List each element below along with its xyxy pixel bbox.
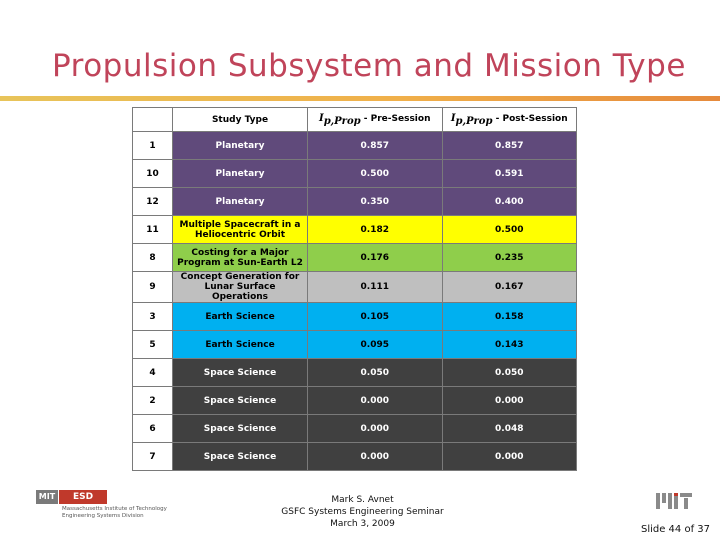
table-row: 12 Planetary 0.350 0.400 bbox=[132, 187, 577, 216]
study-type-cell: Multiple Spacecraft in a Heliocentric Or… bbox=[172, 215, 308, 244]
study-table: Study Type Ip,Prop - Pre-Session Ip,Prop… bbox=[132, 107, 577, 471]
pre-session-cell: 0.000 bbox=[307, 386, 443, 415]
post-session-cell: 0.000 bbox=[441, 386, 577, 415]
header-blank bbox=[132, 107, 173, 132]
slide-number: Slide 44 of 37 bbox=[640, 524, 710, 535]
row-number-cell: 12 bbox=[132, 187, 173, 216]
post-session-cell: 0.158 bbox=[441, 302, 577, 331]
pre-session-cell: 0.182 bbox=[307, 215, 443, 244]
footer-author: Mark S. Avnet bbox=[331, 495, 394, 505]
study-type-cell: Costing for a Major Program at Sun-Earth… bbox=[172, 243, 308, 272]
row-number-cell: 3 bbox=[132, 302, 173, 331]
study-type-cell: Earth Science bbox=[172, 302, 308, 331]
title-divider bbox=[0, 96, 720, 101]
post-session-cell: 0.857 bbox=[441, 131, 577, 160]
post-session-cell: 0.000 bbox=[441, 442, 577, 471]
header-pre-session: Ip,Prop - Pre-Session bbox=[307, 107, 443, 132]
study-type-cell: Planetary bbox=[172, 159, 308, 188]
study-type-cell: Concept Generation for Lunar Surface Ope… bbox=[172, 271, 308, 303]
pre-session-cell: 0.105 bbox=[307, 302, 443, 331]
post-session-cell: 0.235 bbox=[441, 243, 577, 272]
row-number-cell: 5 bbox=[132, 330, 173, 359]
pre-session-cell: 0.111 bbox=[307, 271, 443, 303]
pre-suffix: - Pre-Session bbox=[360, 113, 431, 124]
pre-session-cell: 0.050 bbox=[307, 358, 443, 387]
study-type-cell: Space Science bbox=[172, 386, 308, 415]
table-row: 7 Space Science 0.000 0.000 bbox=[132, 442, 577, 471]
logo-esd-mark: ESD bbox=[59, 490, 107, 504]
table-row: 5 Earth Science 0.095 0.143 bbox=[132, 330, 577, 359]
pre-session-cell: 0.176 bbox=[307, 243, 443, 272]
table-row: 3 Earth Science 0.105 0.158 bbox=[132, 302, 577, 331]
row-number-cell: 7 bbox=[132, 442, 173, 471]
table-header-row: Study Type Ip,Prop - Pre-Session Ip,Prop… bbox=[132, 107, 577, 132]
row-number-cell: 6 bbox=[132, 414, 173, 443]
row-number-cell: 10 bbox=[132, 159, 173, 188]
post-session-cell: 0.167 bbox=[441, 271, 577, 303]
pre-symbol: I bbox=[319, 112, 324, 124]
row-number-cell: 9 bbox=[132, 271, 173, 303]
table-row: 1 Planetary 0.857 0.857 bbox=[132, 131, 577, 160]
pre-session-cell: 0.857 bbox=[307, 131, 443, 160]
pre-session-cell: 0.000 bbox=[307, 442, 443, 471]
row-number-cell: 1 bbox=[132, 131, 173, 160]
table-row: 11 Multiple Spacecraft in a Heliocentric … bbox=[132, 215, 577, 244]
post-symbol: I bbox=[450, 112, 456, 124]
post-session-cell: 0.143 bbox=[441, 330, 577, 359]
table-row: 4 Space Science 0.050 0.050 bbox=[132, 358, 577, 387]
row-number-cell: 4 bbox=[132, 358, 173, 387]
table-row: 6 Space Science 0.000 0.048 bbox=[132, 414, 577, 443]
study-type-cell: Space Science bbox=[172, 442, 308, 471]
post-session-cell: 0.400 bbox=[441, 187, 577, 216]
table-row: 2 Space Science 0.000 0.000 bbox=[132, 386, 577, 415]
table-row: 10 Planetary 0.500 0.591 bbox=[132, 159, 577, 188]
post-session-cell: 0.591 bbox=[441, 159, 577, 188]
table-row: 9 Concept Generation for Lunar Surface Op… bbox=[132, 271, 577, 303]
pre-session-cell: 0.500 bbox=[307, 159, 443, 188]
header-study-type: Study Type bbox=[172, 107, 308, 132]
post-session-cell: 0.048 bbox=[441, 414, 577, 443]
study-type-cell: Space Science bbox=[172, 414, 308, 443]
slide-title: Propulsion Subsystem and Mission Type bbox=[52, 48, 686, 84]
row-number-cell: 2 bbox=[132, 386, 173, 415]
study-type-cell: Space Science bbox=[172, 358, 308, 387]
study-type-cell: Planetary bbox=[172, 131, 308, 160]
logo-mit-mark: MIT bbox=[36, 490, 58, 504]
post-suffix: - Post-Session bbox=[492, 113, 568, 124]
pre-session-cell: 0.350 bbox=[307, 187, 443, 216]
mit-logo-icon bbox=[656, 491, 696, 515]
post-subscript: p,Prop bbox=[455, 115, 493, 127]
footer-date: March 3, 2009 bbox=[330, 519, 395, 529]
pre-subscript: p,Prop bbox=[323, 115, 361, 127]
study-type-cell: Earth Science bbox=[172, 330, 308, 359]
pre-session-cell: 0.000 bbox=[307, 414, 443, 443]
row-number-cell: 11 bbox=[132, 215, 173, 244]
study-type-cell: Planetary bbox=[172, 187, 308, 216]
footer-credits: Mark S. Avnet GSFC Systems Engineering S… bbox=[250, 494, 475, 530]
post-session-cell: 0.500 bbox=[441, 215, 577, 244]
table-row: 8 Costing for a Major Program at Sun-Eart… bbox=[132, 243, 577, 272]
header-post-session: Ip,Prop - Post-Session bbox=[441, 107, 577, 132]
post-session-cell: 0.050 bbox=[441, 358, 577, 387]
logo-subtitle: Massachusetts Institute of Technology En… bbox=[62, 506, 222, 520]
footer-seminar: GSFC Systems Engineering Seminar bbox=[281, 507, 444, 517]
logo-institute: Massachusetts Institute of Technology bbox=[62, 506, 167, 512]
logo-division: Engineering Systems Division bbox=[62, 513, 144, 519]
row-number-cell: 8 bbox=[132, 243, 173, 272]
pre-session-cell: 0.095 bbox=[307, 330, 443, 359]
